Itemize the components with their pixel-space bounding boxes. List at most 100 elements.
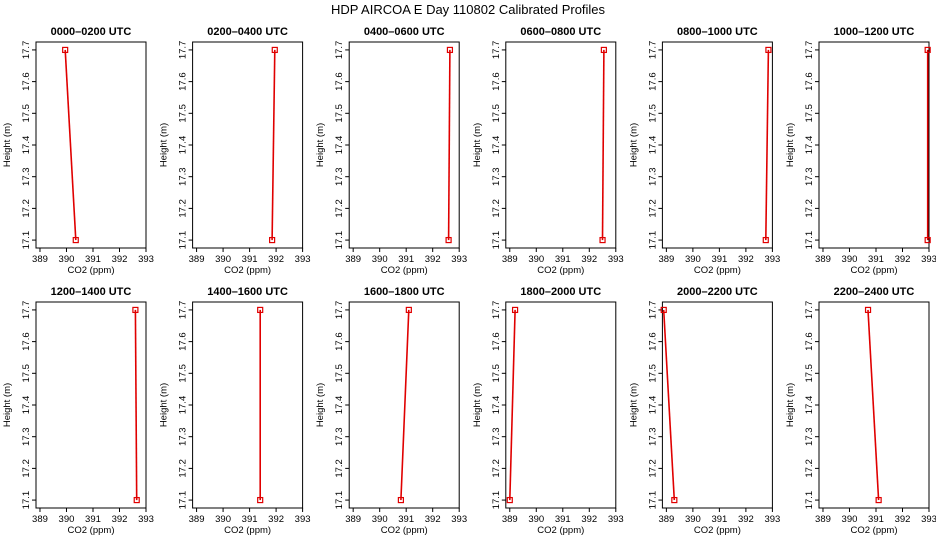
y-tick-label: 17.3 [804,167,815,186]
y-tick-label: 17.7 [647,41,658,60]
profile-line [765,49,770,241]
plot-frame [661,301,773,509]
y-tick-label: 17.1 [647,491,658,510]
x-tick-label: 393 [451,254,467,265]
data-point [671,496,678,504]
panel-title: 2000–2200 UTC [677,286,758,298]
x-tick-label: 393 [295,254,311,265]
y-tick-label: 17.5 [334,104,345,123]
y-tick-label: 17.1 [647,231,658,250]
y-tick-label: 17.4 [178,396,189,415]
y-tick-label: 17.2 [178,199,189,218]
profile-line [447,49,451,241]
y-tick-label: 17.7 [491,41,502,60]
x-tick-label: 389 [658,254,674,265]
x-tick-label: 390 [528,514,544,525]
y-axis-label: Height (m) [472,383,483,427]
x-tick-label: 393 [608,514,624,525]
x-tick-label: 390 [685,514,701,525]
data-point [446,46,454,54]
plot-frame [661,41,773,249]
y-tick-label: 17.3 [647,167,658,186]
panel-1: 0000–0200 UTC 389 390 391 392 393 17.1 17.2 17.3… [2,26,154,276]
data-point [257,306,264,314]
x-tick-label: 391 [555,514,571,525]
data-point [269,236,276,244]
x-tick-label: 393 [138,254,154,265]
y-tick-label: 17.4 [491,136,502,155]
y-tick-label: 17.1 [491,491,502,510]
y-tick-label: 17.6 [178,72,189,91]
y-tick-label: 17.5 [178,364,189,383]
x-axis-label: CO2 (ppm) [224,525,271,536]
plot-frame [348,41,460,249]
y-axis-label: Height (m) [315,123,326,167]
plot-frame [192,301,304,509]
y-tick-label: 17.4 [334,136,345,155]
profile-line [867,309,880,501]
y-tick-label: 17.5 [491,364,502,383]
y-axis-label: Height (m) [472,123,483,167]
y-tick-label: 17.2 [21,459,32,478]
y-tick-label: 17.3 [178,167,189,186]
x-axis-label: CO2 (ppm) [851,265,898,276]
panel-title: 0400–0600 UTC [364,26,445,38]
y-tick-label: 17.2 [647,459,658,478]
x-tick-label: 391 [398,514,414,525]
y-tick-label: 17.2 [804,199,815,218]
x-axis-label: CO2 (ppm) [224,265,271,276]
y-tick-label: 17.6 [21,72,32,91]
x-tick-label: 392 [738,514,754,525]
x-tick-label: 391 [868,254,884,265]
y-tick-label: 17.1 [21,231,32,250]
x-tick-label: 393 [764,514,780,525]
panel-6: 1000–1200 UTC 389 390 391 392 393 17.1 17.2 17.3… [785,26,936,276]
x-tick-label: 389 [815,254,831,265]
panel-7: 1200–1400 UTC 389 390 391 392 393 17.1 17.2 17.3… [2,286,154,536]
panel-title: 1200–1400 UTC [51,286,132,298]
y-tick-label: 17.6 [804,72,815,91]
y-tick-label: 17.1 [21,491,32,510]
y-tick-label: 17.1 [334,491,345,510]
x-axis-label: CO2 (ppm) [537,525,584,536]
plot-frame [818,41,930,249]
y-tick-label: 17.7 [21,301,32,320]
x-tick-label: 390 [372,254,388,265]
figure-title: HDP AIRCOA E Day 110802 Calibrated Profi… [331,2,606,17]
panel-title: 0000–0200 UTC [51,26,132,38]
data-point [132,306,139,314]
data-point [660,306,667,314]
x-tick-label: 393 [295,514,311,525]
x-axis-label: CO2 (ppm) [381,525,428,536]
x-tick-label: 390 [372,514,388,525]
x-tick-label: 392 [895,254,911,265]
y-axis-label: Height (m) [159,123,170,167]
x-tick-label: 393 [608,254,624,265]
y-tick-label: 17.7 [178,41,189,60]
x-tick-label: 389 [502,514,518,525]
data-point [257,496,264,504]
x-tick-label: 390 [215,254,231,265]
x-axis-label: CO2 (ppm) [68,525,115,536]
y-tick-label: 17.1 [178,231,189,250]
y-tick-label: 17.2 [178,459,189,478]
y-tick-label: 17.6 [491,332,502,351]
y-tick-label: 17.5 [804,364,815,383]
panel-title: 1600–1800 UTC [364,286,445,298]
profile-line [662,309,676,501]
y-tick-label: 17.4 [21,396,32,415]
y-tick-label: 17.2 [21,199,32,218]
plot-frame [35,301,147,509]
x-tick-label: 389 [189,514,205,525]
y-tick-label: 17.1 [804,231,815,250]
y-tick-label: 17.5 [647,364,658,383]
x-tick-label: 389 [345,254,361,265]
profile-line [400,309,410,501]
x-tick-label: 390 [59,514,75,525]
panel-10: 1800–2000 UTC 389 390 391 392 393 17.1 17.2 17.3… [472,286,624,536]
x-tick-label: 389 [32,254,48,265]
y-tick-label: 17.7 [647,301,658,320]
data-point [397,496,404,504]
x-tick-label: 392 [581,254,597,265]
